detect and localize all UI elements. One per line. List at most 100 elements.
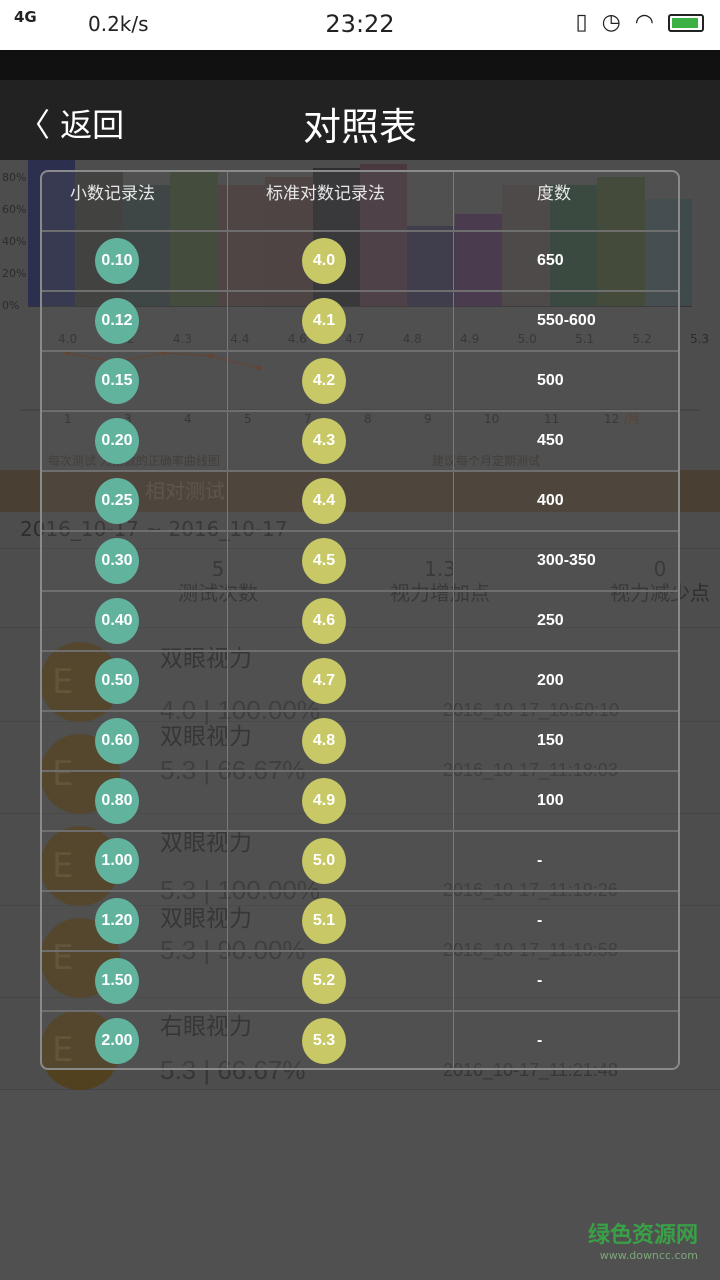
month-tick: 5 [244, 412, 252, 426]
decimal-badge: 0.30 [95, 538, 139, 584]
chart-bar [407, 225, 455, 306]
decimal-value: 1.00 [101, 852, 133, 869]
record-value: 5.3 | 66.67% [160, 1055, 306, 1085]
decimal-badge: 2.00 [95, 1018, 139, 1064]
month-tick: 8 [364, 412, 372, 426]
table-row: 1.50 5.2 - [42, 950, 678, 1010]
conversion-table: 小数记录法 标准对数记录法 度数 0.10 4.0 650 0.12 4.1 550-60… [40, 170, 680, 1070]
chart-bar [644, 198, 692, 306]
month-tick: 4 [184, 412, 192, 426]
decimal-value: 0.25 [101, 492, 133, 509]
degree-value: - [537, 852, 543, 869]
decimal-badge: 0.15 [95, 358, 139, 404]
degree-value: - [537, 972, 543, 989]
log-badge: 4.2 [302, 358, 346, 404]
watermark: 绿色资源网 www.downcc.com [587, 1223, 698, 1262]
table-row: 0.60 4.8 150 [42, 710, 678, 770]
log-value: 5.2 [312, 972, 336, 989]
wifi-icon: ◠ [634, 10, 668, 35]
month-tick: 9 [424, 412, 432, 426]
degree-value: - [537, 1032, 543, 1049]
month-tick: 1 [64, 412, 72, 426]
log-badge: 4.6 [302, 598, 346, 644]
table-row: 0.80 4.9 100 [42, 770, 678, 830]
log-value: 4.7 [312, 672, 336, 689]
chart-bar [217, 185, 266, 306]
x-tick: 4.0 [58, 332, 78, 346]
decimal-badge: 0.50 [95, 658, 139, 704]
log-badge: 5.3 [302, 1018, 346, 1064]
degree-value: - [537, 912, 543, 929]
decimal-value: 1.50 [101, 972, 133, 989]
log-value: 5.3 [312, 1032, 336, 1049]
record-title: 双眼视力 [160, 830, 252, 856]
chart-bar [28, 159, 76, 306]
month-tick: 3 [124, 412, 132, 426]
chart-bar [170, 171, 218, 306]
x-tick: 4.8 [402, 332, 422, 346]
y-tick: 60% [2, 203, 27, 216]
stats-panel: 5 测试次数 1.3 视力增加点 0 视力减少点 [0, 548, 720, 628]
table-row: 0.10 4.0 650 [42, 230, 678, 290]
log-badge: 4.5 [302, 538, 346, 584]
alarm-icon: ◷ [601, 10, 635, 35]
decimal-badge: 0.80 [95, 778, 139, 824]
table-row: 0.15 4.2 500 [42, 350, 678, 410]
date-range: 2016_10-17 ~ 2016_10-17 [20, 517, 288, 541]
background-header [0, 50, 720, 80]
table-row: 1.20 5.1 - [42, 890, 678, 950]
y-tick: 40% [2, 235, 27, 248]
month-unit: /月 [624, 412, 641, 426]
log-value: 4.3 [312, 432, 336, 449]
decimal-value: 0.50 [101, 672, 133, 689]
table-row: 1.00 5.0 - [42, 830, 678, 890]
bottom-area: 绿色资源网 www.downcc.com [0, 1090, 720, 1280]
log-badge: 4.1 [302, 298, 346, 344]
table-row: 0.30 4.5 300-350 [42, 530, 678, 590]
table-row: 0.20 4.3 450 [42, 410, 678, 470]
record-title: 右眼视力 [160, 1014, 252, 1040]
chart-bar [549, 185, 598, 306]
decimal-badge: 0.10 [95, 238, 139, 284]
log-badge: 4.3 [302, 418, 346, 464]
signal-indicator: 4G [14, 8, 37, 26]
degree-value: 150 [537, 732, 564, 749]
log-value: 4.2 [312, 372, 336, 389]
decimal-badge: 1.50 [95, 958, 139, 1004]
decimal-value: 2.00 [101, 1032, 133, 1049]
decimal-badge: 1.00 [95, 838, 139, 884]
record-title: 双眼视力 [160, 724, 252, 750]
x-tick: 4.4 [230, 332, 250, 346]
decimal-value: 0.12 [101, 312, 133, 329]
x-tick: 4.6 [287, 332, 307, 346]
table-row: 2.00 5.3 - [42, 1010, 678, 1070]
decimal-value: 0.30 [101, 552, 133, 569]
degree-value: 300-350 [537, 552, 596, 569]
log-value: 4.9 [312, 792, 336, 809]
decimal-badge: 0.25 [95, 478, 139, 524]
stat-tests: 5 测试次数 [178, 557, 258, 605]
section-title: 相对测试 [145, 479, 225, 503]
decimal-badge: 0.60 [95, 718, 139, 764]
vibrate-icon: ▯ [575, 10, 602, 35]
x-tick: 5.3 [690, 332, 710, 346]
back-button[interactable]: 〈 返回 [18, 106, 125, 144]
decimal-value: 0.15 [101, 372, 133, 389]
stat-decrease: 0 视力减少点 [610, 557, 710, 605]
header-degree: 度数 [537, 184, 571, 204]
record-date: 2016_10-17_11:21:48 [443, 1060, 618, 1080]
x-tick: 5.2 [632, 332, 652, 346]
decimal-badge: 0.20 [95, 418, 139, 464]
network-speed: 0.2k/s [88, 12, 149, 36]
month-tick: 7 [304, 412, 312, 426]
x-tick: 4.7 [345, 332, 365, 346]
record-item[interactable]: E 双眼视力 4.0 | 100.00% 2016_10-17_10:50:10 [0, 630, 720, 725]
table-row: 0.12 4.1 550-600 [42, 290, 678, 350]
log-value: 4.4 [312, 492, 336, 509]
decimal-value: 0.40 [101, 612, 133, 629]
top-bar: 〈 返回 对照表 [0, 80, 720, 160]
month-tick: 12 [604, 412, 620, 426]
y-tick: 0% [2, 299, 20, 312]
chart-bar [360, 164, 408, 306]
chart-bar [597, 177, 645, 306]
